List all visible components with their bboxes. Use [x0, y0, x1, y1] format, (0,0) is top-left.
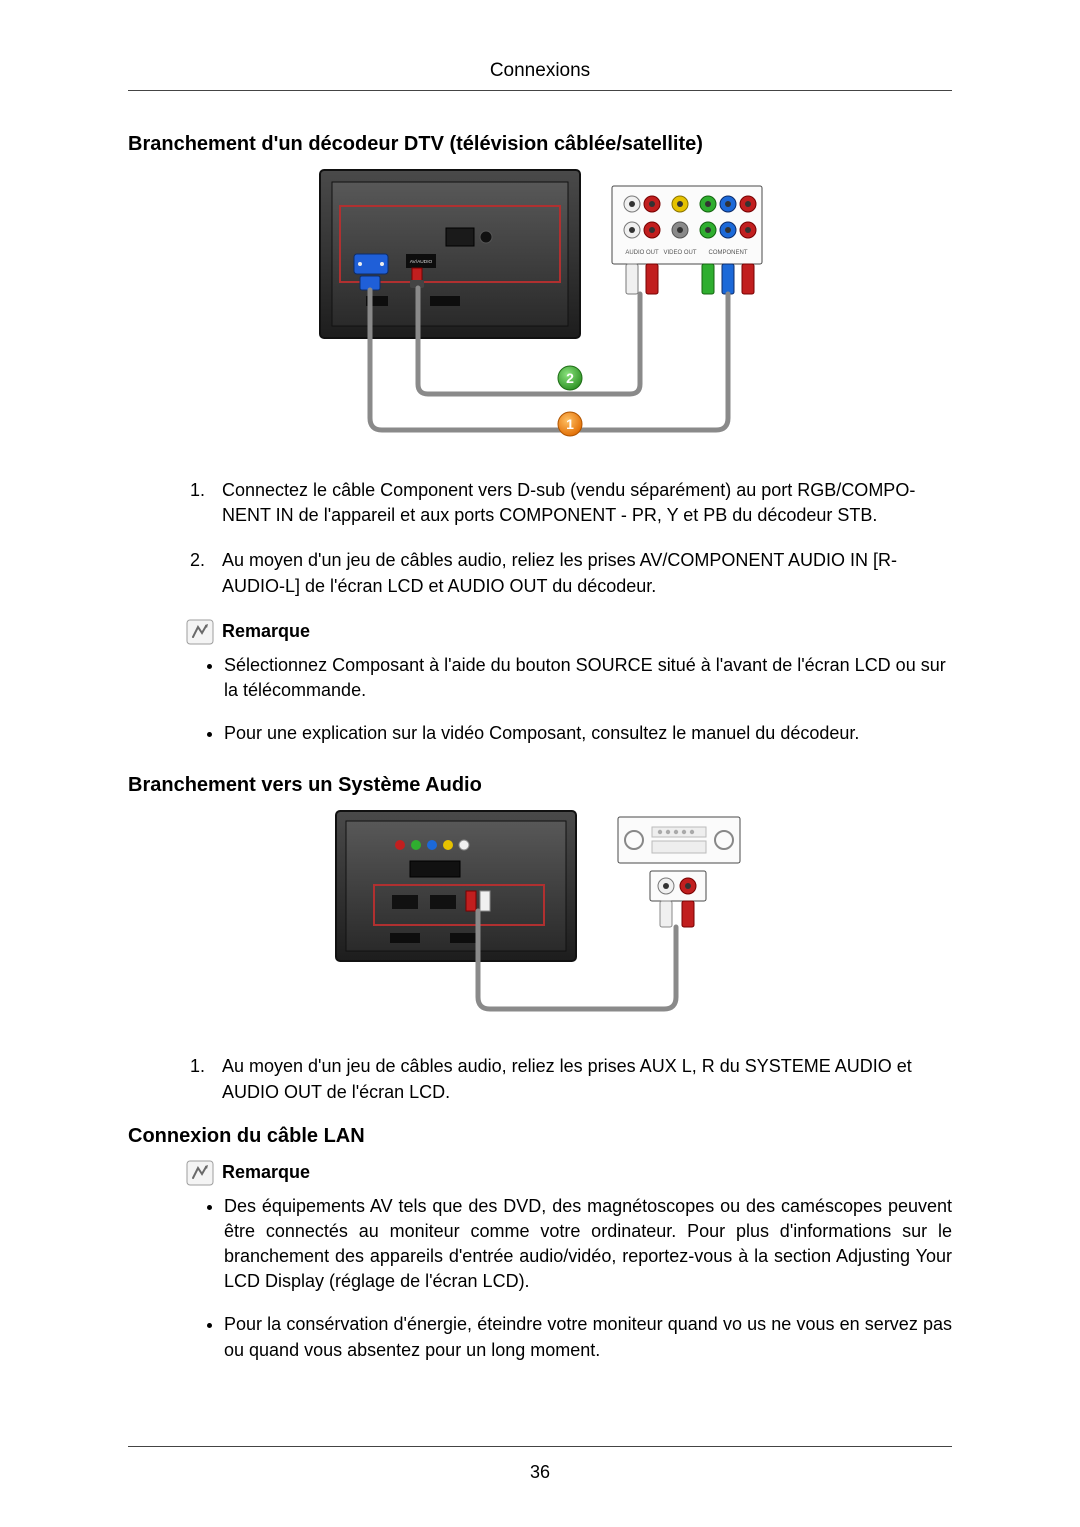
- note-row: Remarque: [186, 1160, 952, 1186]
- diagram1-holder: AV/AUDIO: [128, 168, 952, 448]
- note-icon: [186, 1160, 214, 1186]
- list-item: Des équipements AV tels que des DVD, des…: [224, 1194, 952, 1295]
- svg-text:AV/AUDIO: AV/AUDIO: [410, 259, 433, 265]
- list-item: Pour la consérvation d'énergie, éteindre…: [224, 1312, 952, 1362]
- section1-notes: Sélectionnez Composant à l'aide du bouto…: [206, 653, 952, 747]
- diagram2-holder: [128, 809, 952, 1024]
- svg-text:2: 2: [566, 370, 574, 386]
- header-title: Connexions: [128, 60, 952, 82]
- svg-text:1: 1: [566, 416, 574, 432]
- section3-notes: Des équipements AV tels que des DVD, des…: [206, 1194, 952, 1363]
- svg-text:AUDIO OUT: AUDIO OUT: [625, 250, 659, 256]
- section2-steps: Au moyen d'un jeu de câbles audio, relie…: [186, 1054, 952, 1104]
- section1-title: Branchement d'un décodeur DTV (télévisio…: [128, 133, 952, 156]
- note-icon: [186, 619, 214, 645]
- svg-text:VIDEO OUT: VIDEO OUT: [663, 250, 696, 256]
- note-row: Remarque: [186, 619, 952, 645]
- header-rule: [128, 90, 952, 91]
- list-item: Pour une explication sur la vidéo Compos…: [224, 721, 952, 746]
- diagram2-svg: [330, 809, 750, 1024]
- svg-text:COMPONENT: COMPONENT: [709, 250, 748, 256]
- page: Connexions Branchement d'un décodeur DTV…: [0, 0, 1080, 1527]
- list-item: Au moyen d'un jeu de câbles audio, relie…: [210, 1054, 952, 1104]
- note-label: Remarque: [222, 1162, 310, 1183]
- section3-title: Connexion du câble LAN: [128, 1125, 952, 1148]
- note-label: Remarque: [222, 621, 310, 642]
- page-number: 36: [0, 1462, 1080, 1483]
- list-item: Au moyen d'un jeu de câbles audio, relie…: [210, 548, 952, 598]
- section2-title: Branchement vers un Système Audio: [128, 774, 952, 797]
- section1-steps: Connectez le câble Component vers D-sub …: [186, 478, 952, 599]
- list-item: Sélectionnez Composant à l'aide du bouto…: [224, 653, 952, 703]
- list-item: Connectez le câble Component vers D-sub …: [210, 478, 952, 528]
- footer-rule: [128, 1446, 952, 1447]
- diagram1-svg: AV/AUDIO: [310, 168, 770, 448]
